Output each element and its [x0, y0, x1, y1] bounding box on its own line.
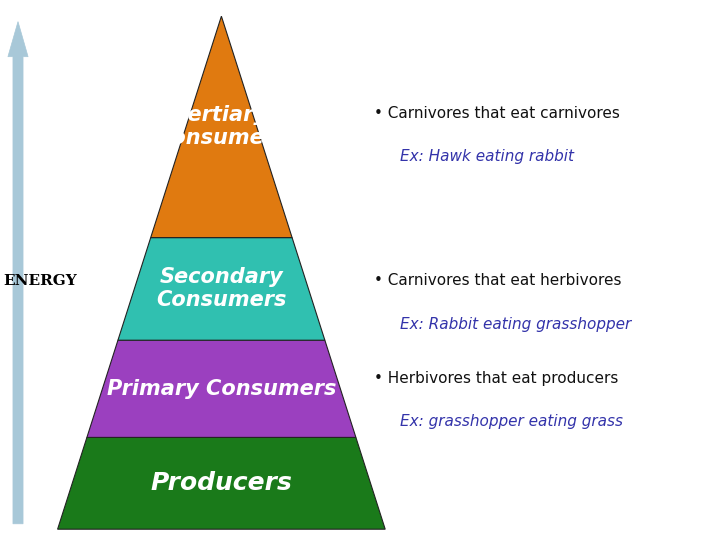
- Text: Ex: grasshopper eating grass: Ex: grasshopper eating grass: [400, 414, 623, 429]
- Text: Ex: Rabbit eating grasshopper: Ex: Rabbit eating grasshopper: [400, 316, 631, 332]
- Polygon shape: [8, 22, 28, 524]
- Text: Producers: Producers: [150, 471, 292, 495]
- Text: Tertiary
Consumers: Tertiary Consumers: [156, 105, 287, 148]
- Text: Secondary
Consumers: Secondary Consumers: [156, 267, 287, 310]
- Text: Ex: Hawk eating rabbit: Ex: Hawk eating rabbit: [400, 149, 574, 164]
- Text: • Herbivores that eat producers: • Herbivores that eat producers: [374, 370, 618, 386]
- Polygon shape: [87, 340, 356, 437]
- Text: Primary Consumers: Primary Consumers: [107, 379, 336, 399]
- Polygon shape: [58, 437, 385, 529]
- Text: • Carnivores that eat herbivores: • Carnivores that eat herbivores: [374, 273, 622, 288]
- Text: ENERGY: ENERGY: [4, 274, 77, 288]
- Polygon shape: [118, 238, 325, 340]
- Polygon shape: [150, 16, 292, 238]
- Text: • Carnivores that eat carnivores: • Carnivores that eat carnivores: [374, 106, 620, 121]
